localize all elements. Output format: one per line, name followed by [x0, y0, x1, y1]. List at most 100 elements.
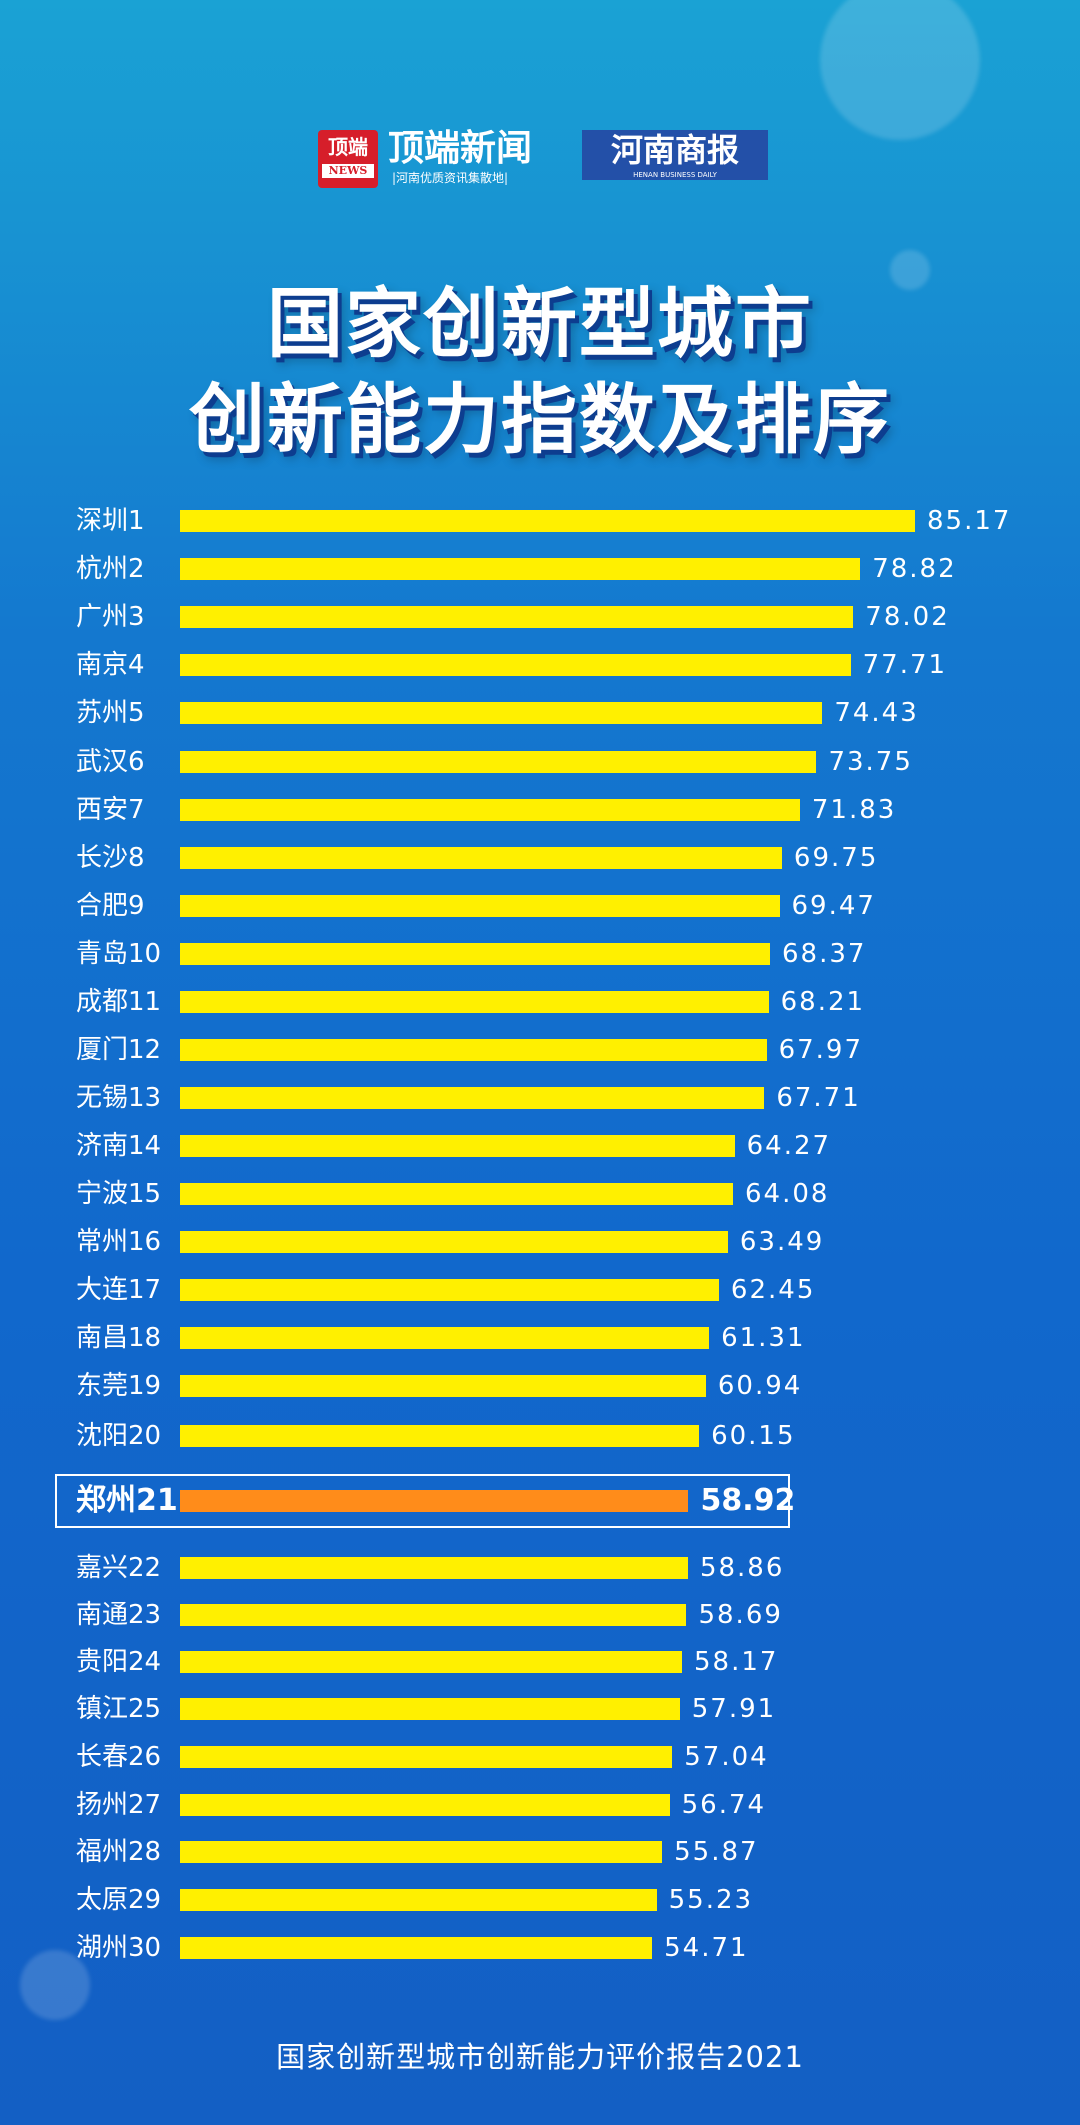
category-label: 大连17 — [76, 1275, 162, 1305]
chart-row: 青岛10 68.37 — [0, 932, 1080, 976]
value-label: 69.47 — [791, 891, 876, 921]
value-label: 63.49 — [739, 1227, 825, 1257]
chart-row: 太原29 55.23 — [0, 1878, 1080, 1922]
bar — [180, 1425, 700, 1447]
henan-business-logo: 河南商报 HENAN BUSINESS DAILY — [582, 130, 768, 180]
category-label: 常州16 — [76, 1227, 162, 1257]
value-label: 69.75 — [793, 843, 879, 873]
background-glow — [820, 0, 980, 140]
category-label: 南通23 — [76, 1600, 162, 1630]
chart-row: 长沙8 69.75 — [0, 836, 1080, 880]
bar — [180, 1746, 673, 1768]
category-label: 郑州21 — [76, 1483, 178, 1518]
highlight-frame — [55, 1474, 790, 1528]
bar — [180, 991, 769, 1013]
chart-row: 宁波15 64.08 — [0, 1172, 1080, 1216]
category-label: 扬州27 — [76, 1790, 162, 1820]
chart-row: 济南14 64.27 — [0, 1124, 1080, 1168]
category-label: 青岛10 — [76, 939, 162, 969]
bar — [180, 510, 915, 532]
chart-row: 福州28 55.87 — [0, 1830, 1080, 1874]
value-label: 85.17 — [927, 506, 1012, 536]
bar — [180, 1327, 710, 1349]
logo2-name: 河南商报 — [610, 131, 739, 169]
chart-row: 西安7 71.83 — [0, 788, 1080, 832]
value-label: 67.97 — [778, 1035, 863, 1065]
page-title-line1: 国家创新型城市 — [267, 279, 813, 368]
background-glow — [20, 1950, 90, 2020]
value-label: 60.94 — [717, 1371, 803, 1401]
logo-slogan: |河南优质资讯集散地| — [392, 171, 509, 185]
value-label: 64.08 — [744, 1179, 830, 1209]
category-label: 南昌18 — [76, 1323, 162, 1353]
bar — [180, 1087, 765, 1109]
value-label: 54.71 — [664, 1933, 749, 1963]
value-label: 67.71 — [776, 1083, 861, 1113]
value-label: 64.27 — [746, 1131, 832, 1161]
category-label: 湖州30 — [76, 1933, 162, 1963]
category-label: 长沙8 — [76, 843, 145, 873]
chart-row: 贵阳24 58.17 — [0, 1640, 1080, 1684]
category-label: 长春26 — [76, 1742, 162, 1772]
bar — [180, 1889, 657, 1911]
category-label: 宁波15 — [76, 1179, 162, 1209]
bar — [180, 1135, 735, 1157]
bar — [180, 943, 771, 965]
value-label: 58.17 — [693, 1647, 779, 1677]
chart-row: 东莞19 60.94 — [0, 1364, 1080, 1408]
bar — [180, 1651, 682, 1673]
category-label: 武汉6 — [76, 747, 145, 777]
chart-row: 嘉兴22 58.86 — [0, 1546, 1080, 1590]
value-label: 71.83 — [811, 795, 897, 825]
category-label: 广州3 — [76, 602, 145, 632]
bar — [180, 1937, 653, 1959]
value-label: 62.45 — [730, 1275, 816, 1305]
value-label: 55.23 — [668, 1885, 754, 1915]
value-label: 78.82 — [872, 554, 957, 584]
value-label: 74.43 — [834, 698, 919, 728]
chart-row: 广州3 78.02 — [0, 595, 1080, 639]
value-label: 56.74 — [681, 1790, 767, 1820]
value-label: 58.86 — [699, 1553, 785, 1583]
category-label: 杭州2 — [76, 554, 145, 584]
category-label: 沈阳20 — [76, 1421, 162, 1451]
category-label: 镇江25 — [76, 1694, 162, 1724]
category-label: 贵阳24 — [76, 1647, 162, 1677]
logo-badge-text: 顶端 — [328, 135, 368, 159]
category-label: 南京4 — [76, 650, 145, 680]
chart-row: 长春26 57.04 — [0, 1735, 1080, 1779]
category-label: 嘉兴22 — [76, 1553, 162, 1583]
bar — [180, 1604, 687, 1626]
chart-row: 湖州30 54.71 — [0, 1926, 1080, 1970]
bar — [180, 702, 823, 724]
bar — [180, 1794, 670, 1816]
value-label: 57.91 — [691, 1694, 777, 1724]
bar — [180, 1698, 680, 1720]
chart-row: 合肥9 69.47 — [0, 884, 1080, 928]
logo2-sub: HENAN BUSINESS DAILY — [633, 171, 717, 179]
background-glow — [890, 250, 930, 290]
chart-row: 南通23 58.69 — [0, 1593, 1080, 1637]
header: 顶端 NEWS 顶端新闻 |河南优质资讯集散地| 河南商报 HENAN BUSI… — [0, 128, 1080, 188]
category-label: 西安7 — [76, 795, 145, 825]
value-label: 57.04 — [684, 1742, 769, 1772]
chart-row: 南京4 77.71 — [0, 643, 1080, 687]
footer-source: 国家创新型城市创新能力评价报告2021 — [276, 2040, 804, 2074]
bar — [180, 847, 782, 869]
bar — [180, 1279, 719, 1301]
chart-row: 南昌18 61.31 — [0, 1316, 1080, 1360]
chart-row: 武汉6 73.75 — [0, 740, 1080, 784]
chart-row: 厦门12 67.97 — [0, 1028, 1080, 1072]
value-label: 55.87 — [674, 1837, 759, 1867]
bar — [180, 1231, 728, 1253]
value-label: 58.69 — [698, 1600, 783, 1630]
bar — [180, 558, 861, 580]
bar — [180, 654, 851, 676]
chart-row: 沈阳20 60.15 — [0, 1414, 1080, 1458]
value-label: 58.92 — [700, 1483, 796, 1518]
category-label: 成都11 — [76, 987, 162, 1017]
dingduan-logo-icon: 顶端 NEWS — [318, 130, 378, 188]
category-label: 合肥9 — [76, 891, 145, 921]
category-label: 福州28 — [76, 1837, 162, 1867]
bar — [180, 1183, 733, 1205]
